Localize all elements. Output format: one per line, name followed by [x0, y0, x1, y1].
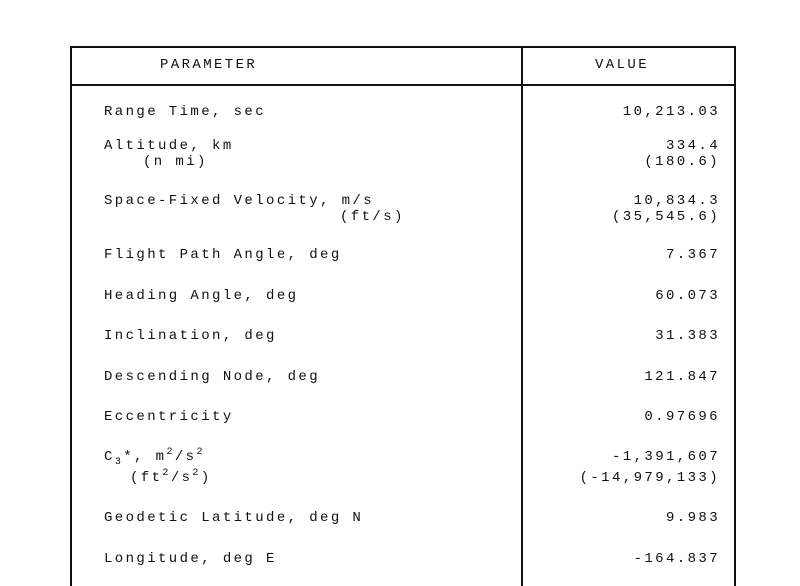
c3-sub-open: (ft [130, 470, 163, 486]
param-c3: C3*, m2/s2 [104, 447, 205, 468]
header-divider [70, 84, 736, 86]
param-inclination: Inclination, deg [104, 328, 277, 344]
c3-sup2: 2 [196, 447, 205, 458]
header-parameter: PARAMETER [160, 57, 258, 73]
value-flight-path-angle: 7.367 [665, 247, 720, 263]
value-inclination: 31.383 [655, 328, 720, 344]
value-descending-node: 121.847 [644, 369, 720, 385]
value-c3: -1,391,607 [611, 449, 720, 465]
c3-sub-close: ) [200, 470, 212, 486]
c3-subscript: 3 [114, 457, 124, 468]
value-altitude-sub: (180.6) [644, 154, 720, 170]
value-heading-angle: 60.073 [655, 288, 720, 304]
param-c3-sub: (ft2/s2) [130, 468, 212, 487]
value-velocity-sub: (35,545.6) [611, 209, 720, 225]
param-heading-angle: Heading Angle, deg [104, 288, 299, 304]
value-eccentricity: 0.97696 [644, 409, 720, 425]
value-range-time: 10,213.03 [622, 104, 720, 120]
param-descending-node: Descending Node, deg [104, 369, 321, 385]
table-frame [70, 46, 736, 586]
c3-sub-mid: /s [170, 470, 193, 486]
c3-unit: *, m [123, 449, 167, 465]
param-velocity: Space-Fixed Velocity, m/s [104, 193, 375, 209]
param-altitude: Altitude, km [104, 138, 234, 154]
header-value: VALUE [595, 57, 650, 73]
column-divider [521, 46, 523, 586]
c3-unit-mid: /s [174, 449, 197, 465]
value-longitude: -164.837 [633, 551, 720, 567]
param-altitude-sub: (n mi) [143, 154, 208, 170]
value-geodetic-latitude: 9.983 [665, 510, 720, 526]
value-velocity: 10,834.3 [633, 193, 720, 209]
param-velocity-sub: (ft/s) [340, 209, 405, 225]
c3-sub-sup2: 2 [192, 468, 201, 479]
param-eccentricity: Eccentricity [104, 409, 234, 425]
param-geodetic-latitude: Geodetic Latitude, deg N [104, 510, 364, 526]
c3-sup: 2 [166, 447, 175, 458]
c3-sub-sup: 2 [162, 468, 171, 479]
param-flight-path-angle: Flight Path Angle, deg [104, 247, 342, 263]
value-c3-sub: (-14,979,133) [579, 470, 720, 486]
param-range-time: Range Time, sec [104, 104, 267, 120]
value-altitude: 334.4 [665, 138, 720, 154]
c3-c: C [104, 449, 115, 465]
param-longitude: Longitude, deg E [104, 551, 277, 567]
